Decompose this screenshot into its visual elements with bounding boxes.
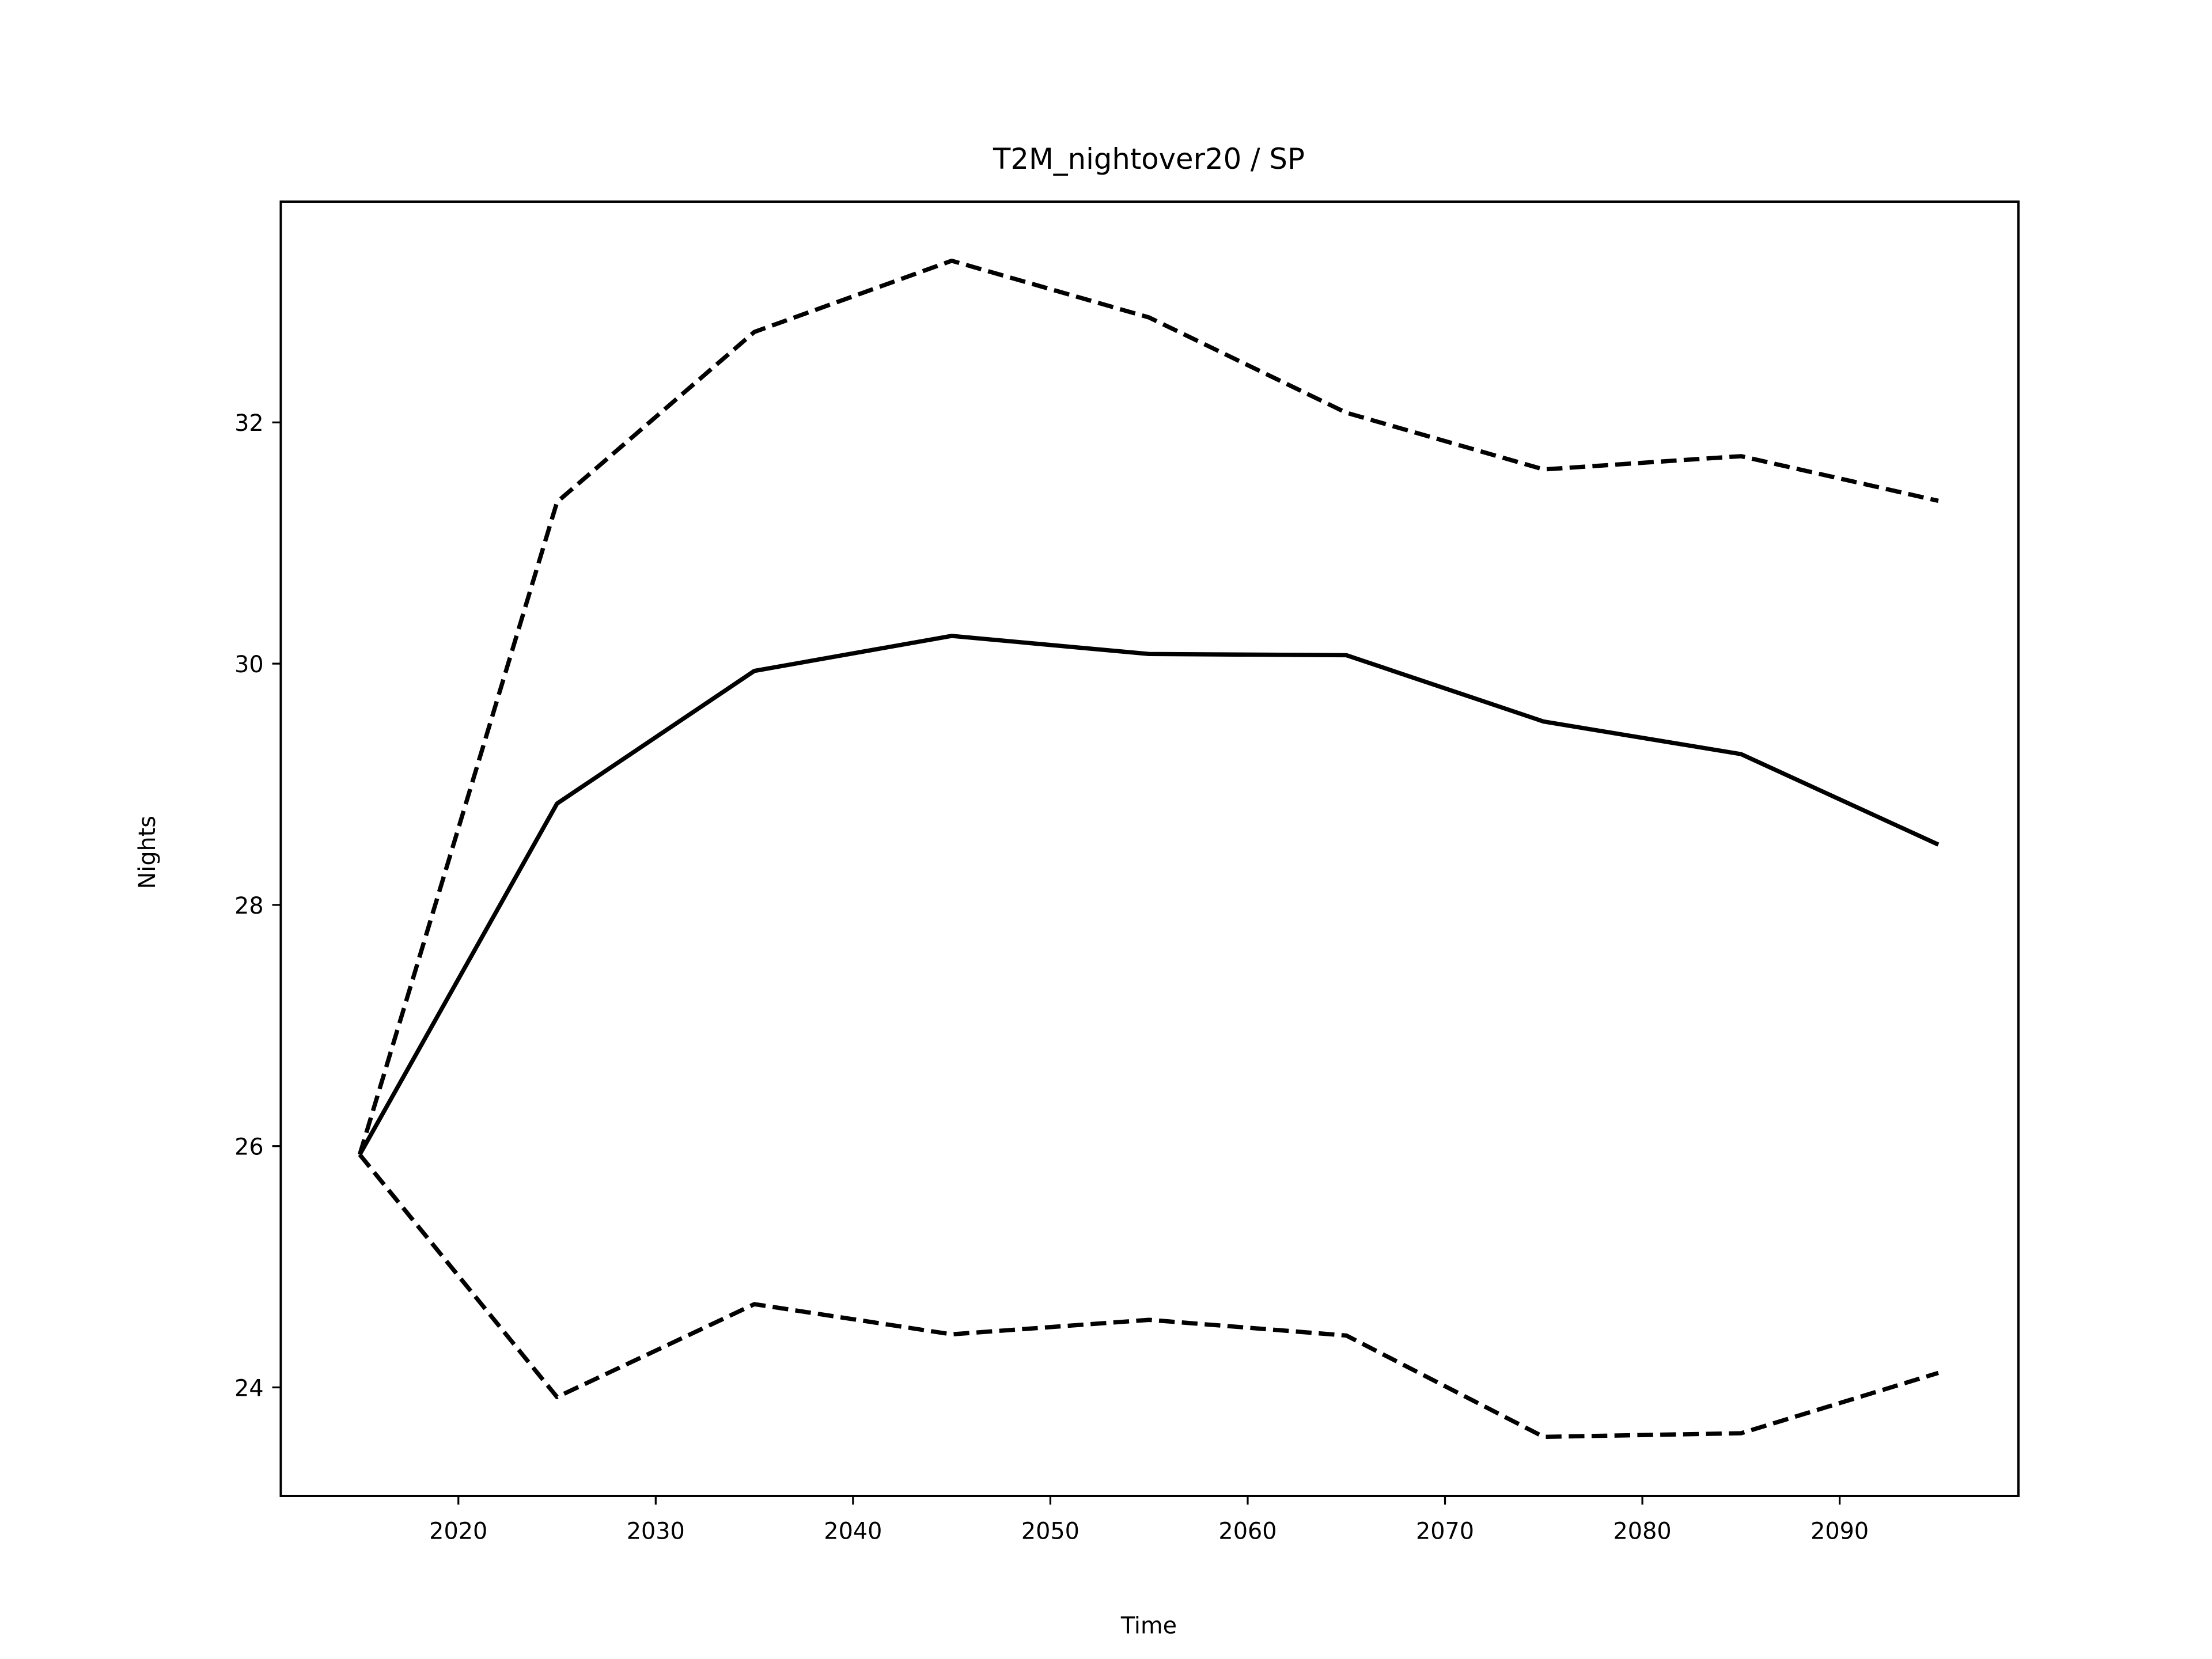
chart-title: T2M_nightover20 / SP xyxy=(993,142,1305,176)
x-axis-label: Time xyxy=(1120,1612,1177,1639)
y-tick-label: 30 xyxy=(234,652,264,678)
x-tick-label: 2040 xyxy=(824,1518,882,1544)
y-axis-label: Nights xyxy=(134,816,161,889)
y-tick-label: 26 xyxy=(234,1134,264,1161)
data-line xyxy=(358,634,1940,1156)
x-tick-label: 2080 xyxy=(1613,1518,1672,1544)
y-tick-label: 24 xyxy=(234,1375,264,1402)
data-line xyxy=(358,1153,1940,1440)
data-line xyxy=(357,258,1939,1156)
x-tick-label: 2050 xyxy=(1021,1518,1080,1544)
y-tick-label: 32 xyxy=(234,410,264,437)
x-tick-label: 2060 xyxy=(1218,1518,1277,1544)
axes-frame xyxy=(279,200,2020,1497)
x-tick-label: 2070 xyxy=(1416,1518,1474,1544)
x-tick-label: 2020 xyxy=(429,1518,487,1544)
x-tick-label: 2090 xyxy=(1810,1518,1869,1544)
x-tick-label: 2030 xyxy=(627,1518,685,1544)
y-tick-label: 28 xyxy=(234,893,264,919)
